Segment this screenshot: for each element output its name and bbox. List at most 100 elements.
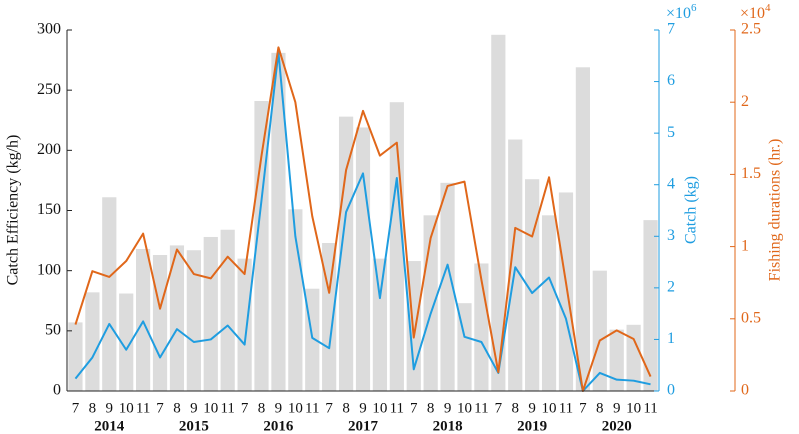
bar — [541, 215, 557, 391]
bar — [575, 67, 590, 391]
year-label: 2014 — [94, 418, 125, 434]
x-tick-label: 8 — [342, 400, 350, 416]
x-tick-label: 11 — [390, 400, 404, 416]
multiplier-exp: 4 — [765, 2, 771, 14]
x-tick-label: 8 — [511, 400, 519, 416]
y2-tick-label: 5 — [667, 124, 675, 141]
x-tick-label: 7 — [410, 400, 418, 416]
y3-tick-label: 0 — [741, 382, 749, 399]
bar — [136, 249, 151, 391]
y3-tick-label: 1 — [741, 237, 749, 254]
bar — [186, 250, 201, 391]
x-tick-label: 10 — [203, 400, 218, 416]
line-series — [74, 46, 652, 392]
multiplier-base: ×10 — [666, 5, 691, 22]
y2-tick-label: 7 — [667, 21, 675, 38]
bar — [322, 242, 337, 391]
bar — [102, 197, 117, 391]
bar — [643, 220, 658, 391]
bar — [119, 293, 134, 391]
x-tick-label: 11 — [305, 400, 319, 416]
bar — [220, 229, 235, 391]
x-tick-label: 9 — [275, 400, 283, 416]
x-tick-label: 7 — [325, 400, 333, 416]
bar — [355, 127, 371, 391]
bar — [372, 258, 388, 391]
bar — [491, 34, 506, 392]
x-tick-label: 10 — [457, 400, 472, 416]
x-tick-label: 8 — [258, 400, 266, 416]
x-tick-label: 10 — [288, 400, 303, 416]
bar — [152, 255, 168, 391]
x-tick-label: 7 — [495, 400, 503, 416]
x-tick-label: 11 — [643, 400, 657, 416]
year-label: 2015 — [179, 418, 209, 434]
x-tick-label: 9 — [613, 400, 621, 416]
x-tick-label: 7 — [241, 400, 249, 416]
year-label: 2017 — [348, 418, 379, 434]
y-tick-label: 250 — [37, 81, 61, 98]
bar — [68, 322, 83, 391]
x-tick-label: 7 — [156, 400, 164, 416]
bar — [592, 270, 607, 391]
y2-multiplier: ×106 — [666, 2, 697, 22]
y2-tick-label: 3 — [667, 227, 675, 244]
x-tick-label: 9 — [190, 400, 198, 416]
bar — [203, 236, 218, 391]
x-tick-label: 11 — [559, 400, 573, 416]
y3-tick-label: 0.5 — [741, 309, 761, 326]
y2-tick-label: 0 — [667, 382, 675, 399]
x-tick-label: 9 — [444, 400, 452, 416]
y2-axis-label: Catch (kg) — [683, 176, 700, 244]
x-tick-label: 8 — [173, 400, 181, 416]
x-tick-label: 10 — [372, 400, 387, 416]
line-series — [74, 51, 651, 392]
x-tick-label: 8 — [89, 400, 97, 416]
bar — [338, 116, 354, 391]
x-tick-label: 9 — [106, 400, 114, 416]
y-tick-label: 50 — [45, 322, 61, 339]
y-axis-label: Catch Efficiency (kg/h) — [5, 135, 22, 286]
bar — [85, 292, 100, 391]
year-label: 2020 — [602, 418, 632, 434]
x-tick-label: 11 — [474, 400, 488, 416]
bar — [169, 245, 185, 391]
year-label: 2018 — [433, 418, 463, 434]
x-tick-label: 7 — [72, 400, 80, 416]
bar — [609, 329, 624, 391]
bar — [271, 52, 286, 391]
x-tick-label: 11 — [220, 400, 234, 416]
x-tick-label: 8 — [596, 400, 604, 416]
y3-multiplier: ×104 — [740, 2, 771, 22]
year-label: 2016 — [263, 418, 294, 434]
y-tick-label: 300 — [37, 21, 61, 38]
x-tick-label: 7 — [579, 400, 587, 416]
y-tick-label: 200 — [37, 141, 61, 158]
x-tick-label: 8 — [427, 400, 435, 416]
bar — [525, 179, 540, 391]
y3-tick-label: 2.5 — [741, 21, 761, 38]
x-tick-label: 11 — [136, 400, 150, 416]
y3-tick-label: 1.5 — [741, 165, 761, 182]
bar — [558, 192, 574, 391]
multiplier-exp: 6 — [691, 2, 697, 14]
bar — [440, 182, 455, 391]
y2-tick-label: 4 — [667, 175, 675, 192]
year-label: 2019 — [517, 418, 547, 434]
y2-tick-label: 2 — [667, 279, 675, 296]
bar — [237, 258, 252, 391]
y-tick-label: 100 — [37, 261, 61, 278]
bar — [508, 139, 523, 391]
x-tick-label: 10 — [119, 400, 134, 416]
multiplier-base: ×10 — [740, 5, 765, 22]
y2-tick-label: 1 — [667, 330, 675, 347]
x-tick-label: 10 — [542, 400, 557, 416]
y-tick-label: 150 — [37, 201, 61, 218]
x-tick-label: 9 — [359, 400, 367, 416]
bar — [626, 324, 641, 391]
y-tick-label: 0 — [53, 382, 61, 399]
y2-tick-label: 6 — [667, 72, 675, 89]
x-tick-label: 10 — [626, 400, 641, 416]
y3-axis-label: Fishing durations (hr.) — [767, 139, 784, 282]
